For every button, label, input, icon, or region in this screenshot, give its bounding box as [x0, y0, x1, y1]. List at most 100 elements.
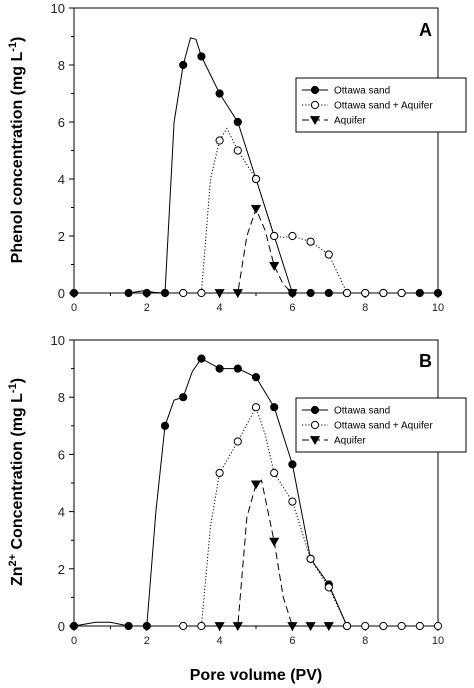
- data-point: [197, 621, 206, 631]
- y-tick-label: 6: [58, 115, 65, 130]
- data-point: [215, 364, 224, 373]
- data-point: [124, 621, 133, 631]
- x-tick-label: 8: [362, 635, 368, 647]
- legend-label: Aquifer: [334, 436, 366, 447]
- data-point: [270, 468, 279, 478]
- legend-label: Ottawa sand: [334, 86, 390, 97]
- data-point: [288, 231, 297, 241]
- data-point: [342, 621, 352, 631]
- x-tick-label: 2: [144, 302, 150, 314]
- data-point: [324, 250, 333, 259]
- data-point: [232, 622, 243, 631]
- data-point: [197, 52, 206, 61]
- legend-marker: [310, 85, 320, 95]
- y-tick-label: 10: [51, 1, 65, 16]
- data-point: [306, 554, 315, 563]
- data-point: [415, 621, 424, 631]
- data-point: [379, 288, 388, 298]
- data-point: [233, 146, 242, 155]
- data-point: [251, 174, 261, 184]
- data-point: [287, 289, 298, 298]
- legend-marker: [310, 405, 320, 415]
- x-tick-label: 0: [71, 635, 77, 647]
- x-axis-title: Pore volume (PV): [190, 667, 322, 684]
- data-point: [197, 288, 206, 298]
- legend-box: [295, 397, 467, 453]
- data-point: [323, 622, 334, 631]
- data-point: [251, 373, 261, 382]
- data-point: [397, 621, 406, 631]
- data-point: [433, 621, 443, 631]
- data-point: [179, 288, 188, 298]
- data-point: [288, 497, 297, 506]
- data-point: [197, 354, 206, 363]
- data-point: [269, 262, 280, 271]
- x-tick-label: 6: [289, 635, 295, 647]
- y-tick-label: 2: [58, 562, 65, 577]
- data-point: [306, 237, 315, 246]
- data-point: [306, 288, 315, 298]
- legend-marker: [309, 436, 321, 445]
- y-tick-label: 2: [58, 229, 65, 244]
- data-point: [250, 480, 262, 490]
- legend-marker: [309, 116, 321, 125]
- y-tick-label: 10: [51, 333, 65, 348]
- data-point: [361, 288, 370, 298]
- y-tick-label: 0: [58, 619, 65, 634]
- data-point: [232, 289, 243, 298]
- data-point: [233, 437, 242, 446]
- legend-label: Ottawa sand + Aquifer: [334, 421, 433, 432]
- y-tick-label: 4: [58, 172, 65, 187]
- data-point: [179, 393, 188, 402]
- data-point: [433, 288, 443, 298]
- data-point: [287, 622, 298, 631]
- data-point: [233, 117, 242, 127]
- data-point: [270, 231, 279, 241]
- data-point: [179, 621, 188, 631]
- data-point: [214, 289, 225, 298]
- panel-label: B: [419, 351, 432, 371]
- legend-marker: [310, 100, 320, 110]
- x-tick-label: 2: [144, 635, 150, 647]
- panel-a: 0 2 4 6 8 10 0 2 4 6 8 10 Phenol concentration (mg L…: [7, 1, 467, 314]
- data-point: [379, 621, 388, 631]
- x-tick-label: 4: [217, 635, 223, 647]
- y-axis-title: Zn2+ Concentration (mg L-1): [7, 378, 26, 586]
- data-point: [324, 288, 333, 298]
- legend-label: Ottawa sand + Aquifer: [334, 101, 433, 112]
- data-point: [324, 583, 333, 592]
- legend-label: Aquifer: [334, 116, 366, 127]
- data-point: [397, 288, 406, 298]
- data-point: [160, 288, 170, 298]
- data-point: [305, 622, 316, 631]
- x-tick-label: 10: [432, 302, 444, 314]
- data-point: [215, 468, 224, 478]
- x-tick-label: 6: [289, 302, 295, 314]
- x-tick-label: 0: [71, 302, 77, 314]
- data-point: [361, 621, 370, 631]
- x-tick-label: 10: [432, 635, 444, 647]
- data-point: [415, 288, 424, 298]
- data-point: [270, 403, 279, 412]
- series-line-aquifer: [219, 479, 329, 627]
- data-point: [250, 205, 262, 214]
- series-line-ottawa-sand-aquifer: [183, 406, 438, 627]
- y-tick-label: 0: [58, 286, 65, 301]
- data-point: [251, 403, 261, 412]
- y-tick-label: 6: [58, 447, 65, 462]
- y-axis-title: Phenol concentration (mg L-1): [7, 37, 26, 264]
- y-tick-label: 8: [58, 390, 65, 405]
- data-point: [215, 136, 224, 145]
- legend-label: Ottawa sand: [334, 406, 390, 417]
- data-point: [214, 622, 225, 631]
- legend-box: [295, 77, 467, 133]
- series-line-aquifer: [219, 208, 293, 294]
- data-point: [288, 460, 297, 469]
- y-tick-label: 8: [58, 58, 65, 73]
- legend-marker: [310, 420, 320, 430]
- data-point: [160, 421, 170, 430]
- panel-b: 0 2 4 6 8 10 0 2 4 6 8 10 Zn2+ Concentration (mg L-1…: [7, 333, 467, 684]
- data-point: [142, 621, 151, 631]
- data-point: [342, 288, 352, 298]
